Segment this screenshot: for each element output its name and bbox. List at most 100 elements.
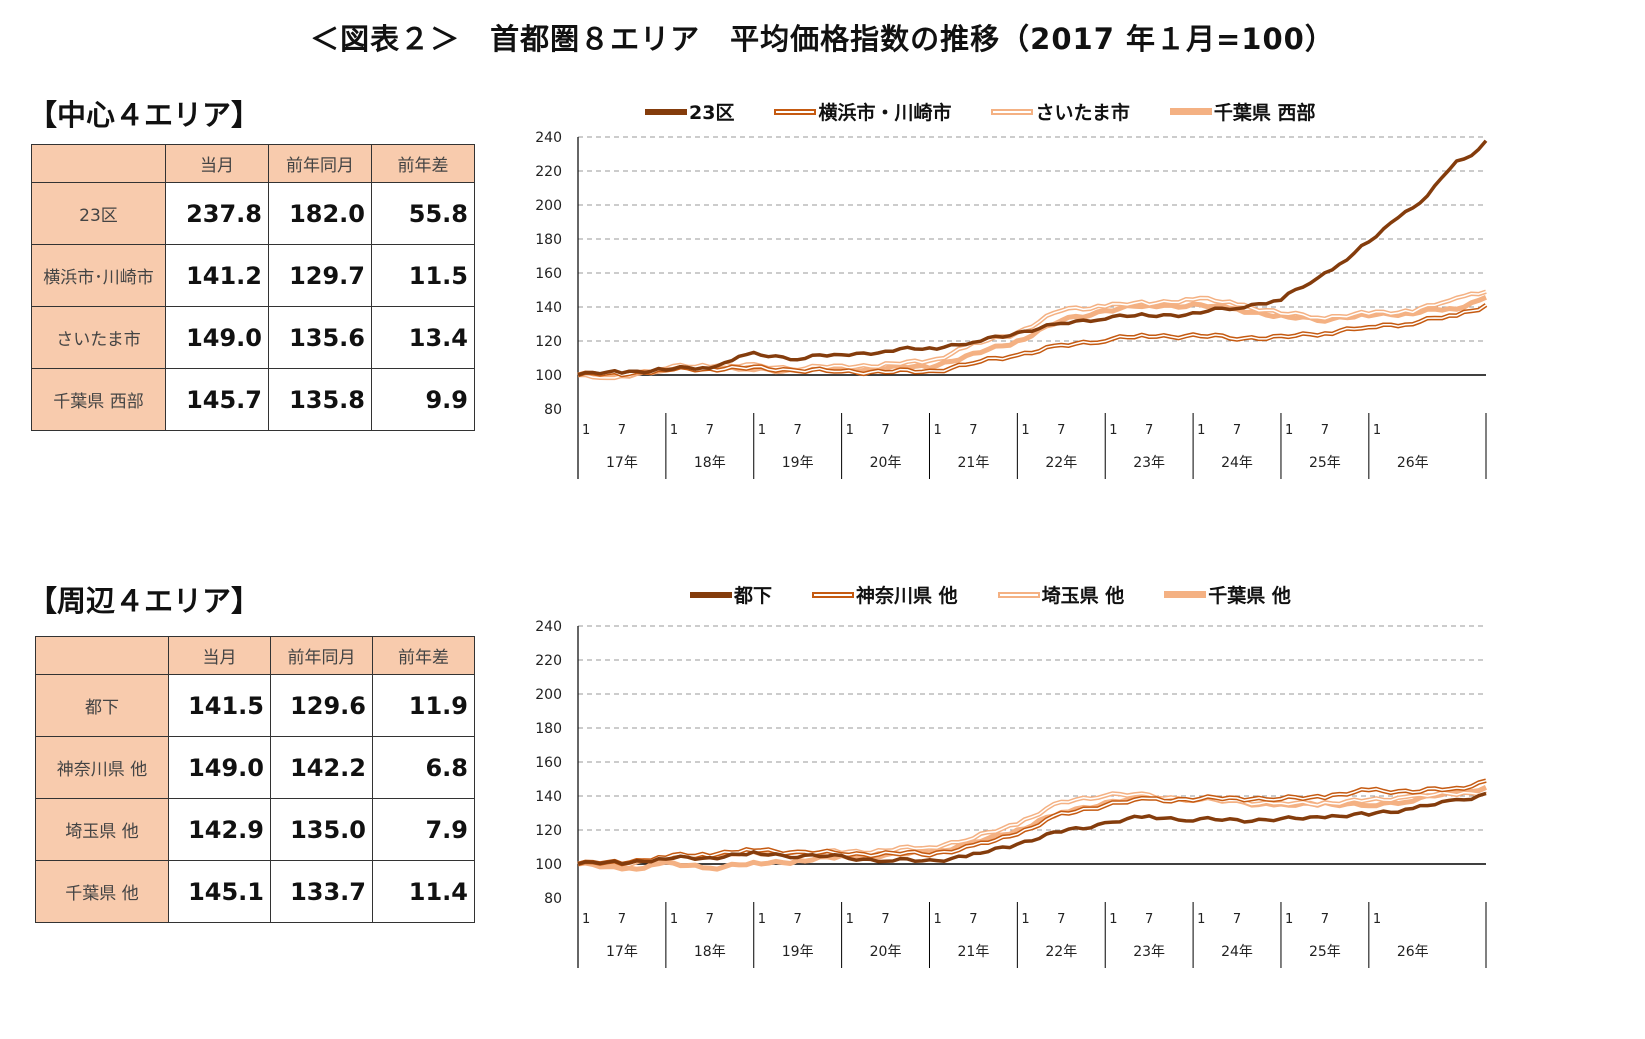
y-tick-label: 140 bbox=[535, 789, 562, 805]
legend-label: 千葉県 西部 bbox=[1213, 102, 1316, 124]
diff-value: 55.8 bbox=[371, 182, 475, 245]
legend-item: さいたま市 bbox=[991, 98, 1130, 125]
prev-year-value: 135.6 bbox=[268, 306, 372, 369]
diff-value: 13.4 bbox=[371, 306, 475, 369]
x-year-label: 24年 bbox=[1221, 944, 1253, 960]
x-year-label: 22年 bbox=[1045, 455, 1077, 471]
current-value: 141.5 bbox=[168, 674, 271, 737]
x-month-tick: 1 bbox=[670, 423, 678, 438]
section-label-peripheral: 【周辺４エリア】 bbox=[28, 584, 261, 618]
y-tick-label: 160 bbox=[535, 755, 562, 771]
y-tick-label: 220 bbox=[535, 653, 562, 669]
x-month-tick: 7 bbox=[1233, 423, 1241, 438]
table-row: 横浜市･川崎市 141.2 129.7 11.5 bbox=[31, 244, 475, 307]
x-year-label: 22年 bbox=[1045, 944, 1077, 960]
table-row: 千葉県 西部 145.7 135.8 9.9 bbox=[31, 368, 475, 431]
y-tick-label: 240 bbox=[535, 619, 562, 635]
x-month-tick: 1 bbox=[1109, 912, 1117, 927]
legend-swatch bbox=[690, 591, 732, 598]
row-label: 都下 bbox=[35, 674, 169, 737]
legend-label: 神奈川県 他 bbox=[856, 585, 958, 607]
table-row: 神奈川県 他 149.0 142.2 6.8 bbox=[35, 736, 475, 799]
y-tick-label: 220 bbox=[535, 164, 562, 180]
row-label: 横浜市･川崎市 bbox=[31, 244, 166, 307]
legend-swatch bbox=[1169, 108, 1212, 115]
legend-item: 横浜市・川崎市 bbox=[774, 98, 951, 125]
prev-year-value: 129.7 bbox=[268, 244, 372, 307]
x-month-tick: 7 bbox=[706, 912, 714, 927]
x-month-tick: 1 bbox=[933, 912, 941, 927]
x-month-tick: 7 bbox=[969, 423, 977, 438]
legend-label: 23区 bbox=[689, 102, 735, 124]
chart-legend-central: 23区 横浜市・川崎市 さいたま市 千葉県 西部 bbox=[645, 98, 1356, 125]
legend-item: 埼玉県 他 bbox=[997, 581, 1125, 608]
x-year-label: 20年 bbox=[870, 455, 902, 471]
x-month-tick: 1 bbox=[1285, 423, 1293, 438]
x-month-tick: 1 bbox=[582, 912, 590, 927]
x-month-tick: 7 bbox=[1145, 423, 1153, 438]
y-tick-label: 80 bbox=[544, 402, 562, 418]
x-month-tick: 1 bbox=[1197, 912, 1205, 927]
y-tick-label: 180 bbox=[535, 721, 562, 737]
diff-value: 11.9 bbox=[372, 674, 475, 737]
prev-year-value: 133.7 bbox=[270, 860, 373, 923]
x-month-tick: 1 bbox=[1021, 423, 1029, 438]
prev-year-value: 135.8 bbox=[268, 368, 372, 431]
current-value: 145.7 bbox=[165, 368, 269, 431]
series-line-inner bbox=[577, 304, 1487, 376]
x-month-tick: 7 bbox=[1321, 912, 1329, 927]
y-tick-label: 120 bbox=[535, 334, 562, 350]
legend-swatch bbox=[812, 591, 855, 598]
table-header-cell: 前年差 bbox=[372, 636, 475, 675]
legend-label: さいたま市 bbox=[1035, 102, 1130, 124]
x-year-label: 25年 bbox=[1309, 455, 1341, 471]
series-line bbox=[577, 791, 1487, 866]
x-month-tick: 7 bbox=[794, 423, 802, 438]
series-line bbox=[577, 778, 1487, 867]
diff-value: 9.9 bbox=[371, 368, 475, 431]
row-label: 千葉県 西部 bbox=[31, 368, 166, 431]
table-header-cell: 当月 bbox=[165, 144, 269, 183]
x-year-label: 19年 bbox=[782, 944, 814, 960]
legend-label: 埼玉県 他 bbox=[1041, 585, 1125, 607]
x-month-tick: 1 bbox=[933, 423, 941, 438]
x-month-tick: 7 bbox=[969, 912, 977, 927]
x-month-tick: 7 bbox=[706, 423, 714, 438]
legend-swatch bbox=[1164, 591, 1207, 598]
stats-table-peripheral: 当月 前年同月 前年差 都下 141.5 129.6 11.9 神奈川県 他 1… bbox=[35, 636, 475, 923]
row-label: 神奈川県 他 bbox=[35, 736, 169, 799]
x-month-tick: 1 bbox=[670, 912, 678, 927]
series-line-path bbox=[577, 139, 1488, 377]
y-tick-label: 100 bbox=[535, 857, 562, 873]
prev-year-value: 129.6 bbox=[270, 674, 373, 737]
table-row: 埼玉県 他 142.9 135.0 7.9 bbox=[35, 798, 475, 861]
y-tick-label: 80 bbox=[544, 891, 562, 907]
table-header-row: 当月 前年同月 前年差 bbox=[35, 636, 475, 675]
x-month-tick: 1 bbox=[846, 912, 854, 927]
current-value: 237.8 bbox=[165, 182, 269, 245]
x-year-label: 20年 bbox=[870, 944, 902, 960]
x-month-tick: 1 bbox=[1285, 912, 1293, 927]
series-line bbox=[577, 303, 1488, 378]
x-month-tick: 1 bbox=[1373, 912, 1381, 927]
table-header-cell: 当月 bbox=[168, 636, 271, 675]
current-value: 149.0 bbox=[168, 736, 271, 799]
legend-label: 都下 bbox=[734, 585, 773, 607]
y-tick-label: 160 bbox=[535, 266, 562, 282]
x-year-label: 17年 bbox=[606, 944, 638, 960]
current-value: 149.0 bbox=[165, 306, 269, 369]
x-month-tick: 1 bbox=[1109, 423, 1117, 438]
legend-swatch bbox=[774, 108, 817, 115]
x-year-label: 26年 bbox=[1397, 455, 1429, 471]
x-month-tick: 1 bbox=[1373, 423, 1381, 438]
x-month-tick: 7 bbox=[794, 912, 802, 927]
x-year-label: 17年 bbox=[606, 455, 638, 471]
x-month-tick: 1 bbox=[758, 912, 766, 927]
y-tick-label: 180 bbox=[535, 232, 562, 248]
legend-item: 23区 bbox=[645, 98, 734, 125]
table-header-cell: 前年同月 bbox=[270, 636, 373, 675]
x-month-tick: 7 bbox=[881, 423, 889, 438]
y-tick-label: 200 bbox=[535, 687, 562, 703]
prev-year-value: 142.2 bbox=[270, 736, 373, 799]
legend-item: 神奈川県 他 bbox=[812, 581, 958, 608]
